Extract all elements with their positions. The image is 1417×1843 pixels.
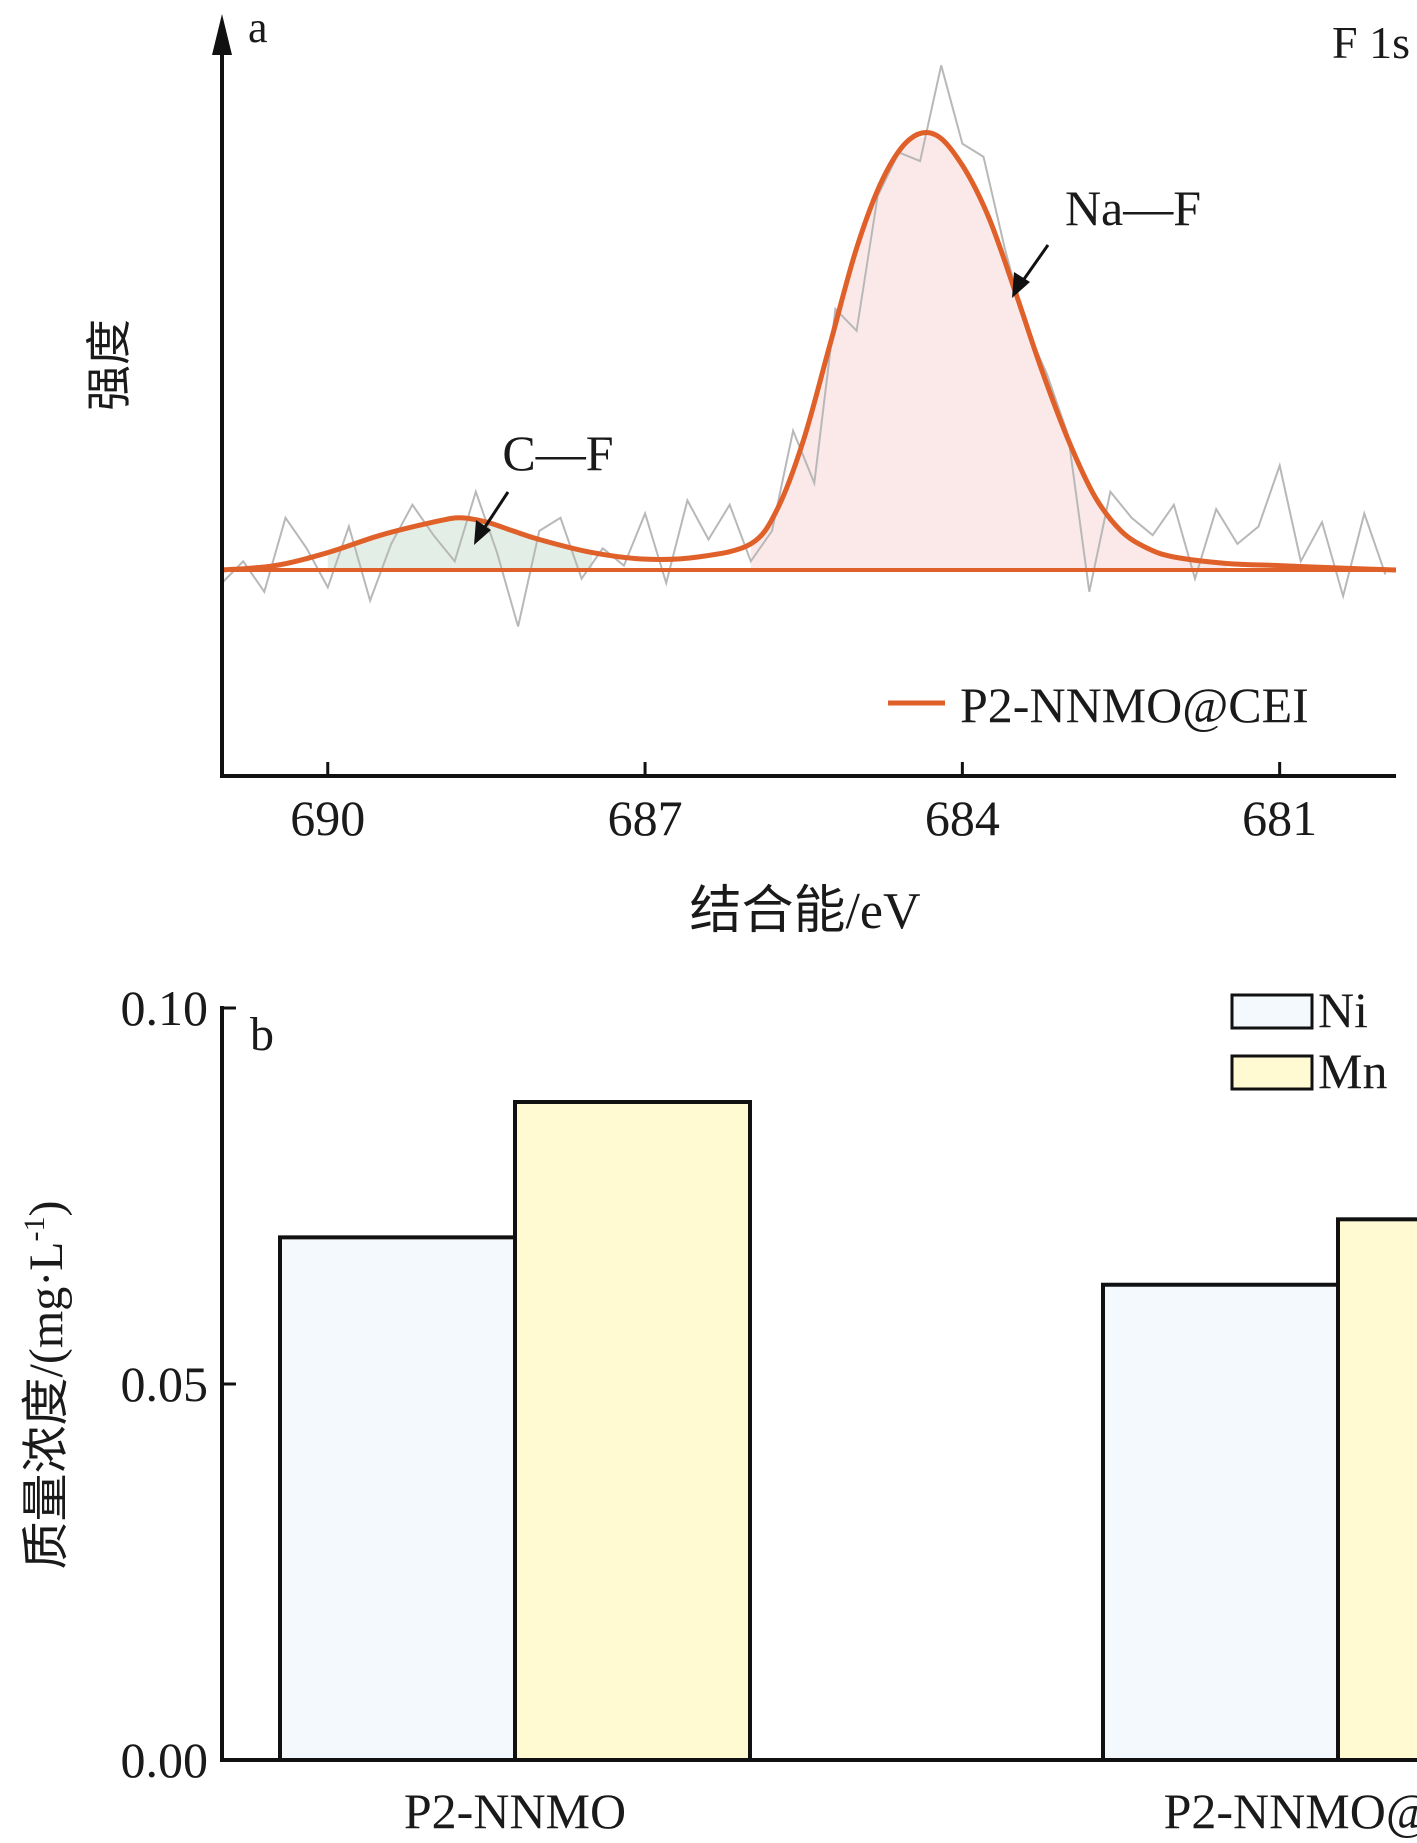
panel-a-title: F 1s: [1332, 17, 1410, 68]
legend-label-p2-nnmo-cei: P2-NNMO@CEI: [960, 677, 1309, 733]
panel-b-legend: Ni Mn: [1230, 982, 1387, 1099]
legend-swatch-ni: [1230, 993, 1314, 1030]
peak-annotation-cf: C—F: [474, 425, 614, 545]
panel-b-ylabel-tail: ): [20, 1201, 73, 1217]
legend-label-mn: Mn: [1318, 1043, 1387, 1099]
bar-mn-2: [1336, 1217, 1417, 1762]
peak-label-cf: C—F: [502, 425, 613, 481]
legend-label-ni: Ni: [1318, 982, 1368, 1038]
panel-a-y-axis-arrow: [212, 14, 232, 55]
panel-a-label: a: [248, 3, 268, 52]
panel-a-legend: P2-NNMO@CEI: [888, 677, 1309, 733]
panel-b-ylabel-sup: -1: [18, 1217, 51, 1242]
panel-a-x-tick-label: 690: [290, 790, 365, 846]
panel-b-y-tick-label: 0.10: [121, 980, 209, 1036]
bar-ni-2: [1101, 1282, 1340, 1762]
panel-a-x-tick-label: 681: [1242, 790, 1317, 846]
raw-data-line: [221, 65, 1387, 627]
panel-b-y-tick-label: 0.00: [121, 1732, 209, 1788]
bar-mn-1: [513, 1100, 752, 1762]
panel-b-y-tick-label: 0.05: [121, 1356, 209, 1412]
panel-a-xps-chart: 690 687 684 681 a F 1s 强度 结合能/eV C—F Na—F P…: [84, 3, 1410, 940]
panel-b-bar-chart: 0.00 0.05 0.10 P2-NNMO P2-NNMO@CEI b 质量浓度/(…: [18, 980, 1417, 1839]
peak-label-naf: Na—F: [1065, 180, 1201, 236]
panel-a-x-tick-label: 687: [608, 790, 683, 846]
panel-b-ylabel: 质量浓度/(mg·L-1): [18, 1201, 73, 1570]
peak-annotation-naf: Na—F: [1012, 180, 1201, 298]
category-label: P2-NNMO@CEI: [1164, 1783, 1417, 1839]
panel-a-x-tick-label: 684: [925, 790, 1000, 846]
legend-swatch-mn: [1230, 1054, 1314, 1091]
peak-arrow-naf: [1020, 244, 1050, 283]
fit-envelope-line: [221, 130, 1397, 573]
category-label: P2-NNMO: [404, 1783, 626, 1839]
peak-arrow-cf: [481, 491, 510, 531]
panel-a-xlabel: 结合能/eV: [689, 883, 920, 940]
peak-arrowhead-cf: [474, 520, 491, 545]
peak-arrowhead-naf: [1012, 272, 1030, 298]
panel-b-label: b: [250, 1008, 274, 1061]
bar-ni-1: [278, 1235, 517, 1762]
panel-a-ylabel: 强度: [84, 319, 135, 411]
panel-b-ylabel-main: 质量浓度/(mg·L: [20, 1242, 73, 1570]
